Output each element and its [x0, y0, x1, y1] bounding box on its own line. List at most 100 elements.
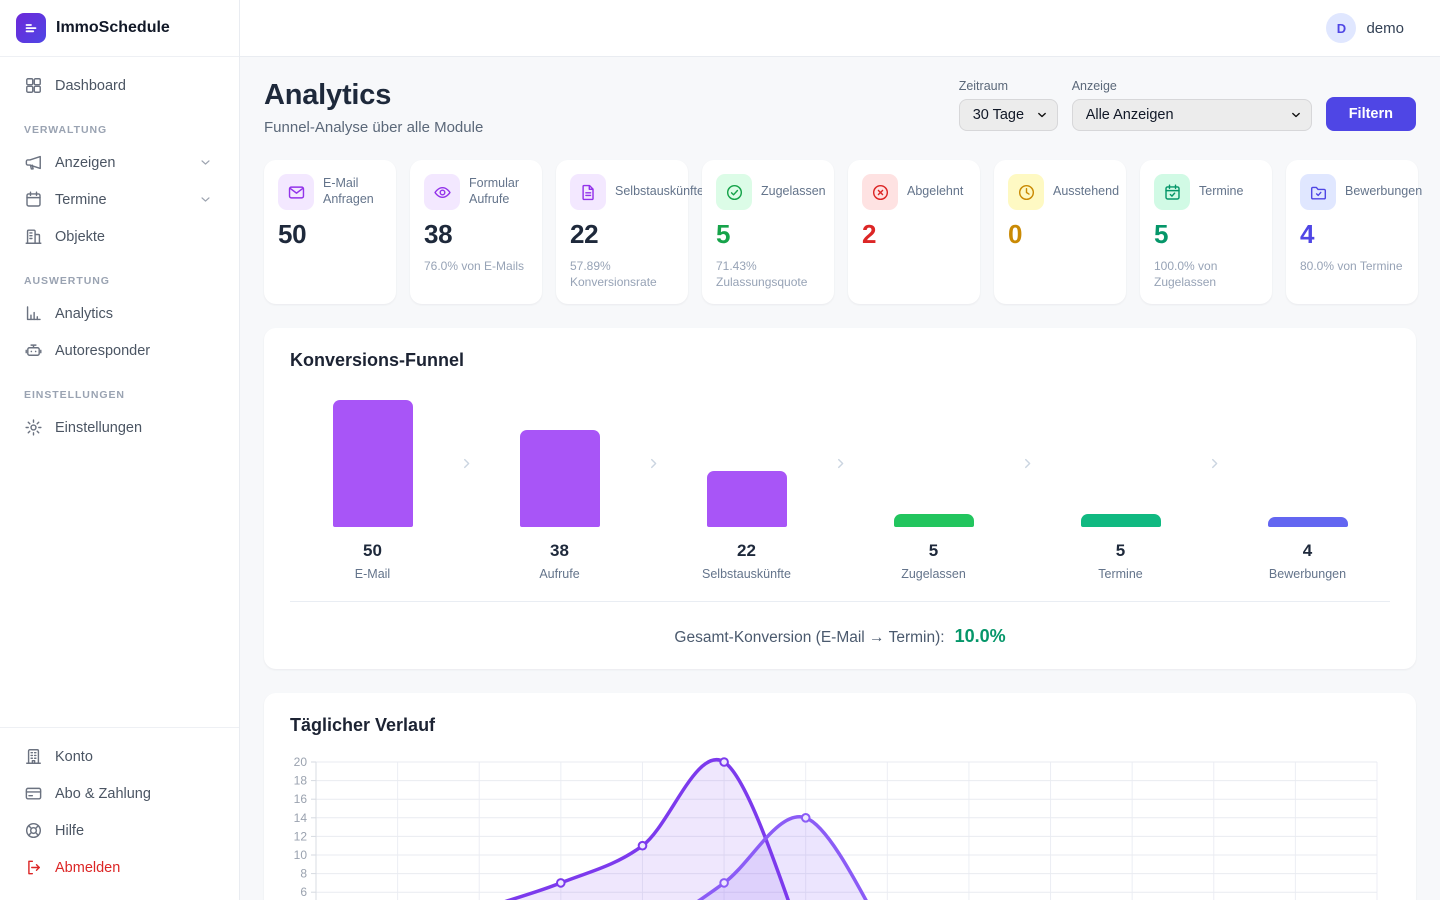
- logout-icon: [28, 860, 40, 875]
- svg-text:20: 20: [294, 755, 308, 769]
- user-menu[interactable]: D demo: [1326, 13, 1404, 43]
- sidebar-item-label: Einstellungen: [55, 419, 143, 436]
- sidebar-item-abmelden[interactable]: Abmelden: [14, 849, 225, 886]
- chevron-down-icon: [201, 160, 210, 165]
- stat-card-e-mail-anfragen: E-Mail Anfragen 50: [264, 160, 396, 305]
- stat-subtitle: 80.0% von Termine: [1300, 259, 1403, 273]
- dashboard-icon: [26, 78, 41, 93]
- anzeige-label: Anzeige: [1071, 79, 1117, 93]
- page-title: Analytics: [264, 79, 392, 111]
- funnel-total-label: Gesamt-Konversion (E-Mail → Termin):: [674, 629, 945, 647]
- page-heading-block: Analytics Funnel-Analyse über alle Modul…: [264, 79, 483, 136]
- gear-icon: [25, 419, 42, 436]
- sidebar: ImmoSchedule Dashboard VERWALTUNG Anzeigen…: [0, 0, 240, 900]
- page-header: Analytics Funnel-Analyse über alle Modul…: [264, 79, 1416, 136]
- folder-check-icon: [1310, 186, 1326, 200]
- chevron-right-icon: [1211, 458, 1217, 468]
- eye-icon: [433, 186, 451, 198]
- stat-card-zugelassen: Zugelassen 5 71.43% Zulassungsquote: [702, 160, 834, 305]
- bar-chart-icon: [26, 306, 41, 321]
- mail-icon: [288, 185, 304, 199]
- funnel-stage-e-mail: 50 E-Mail: [290, 399, 455, 581]
- sidebar-item-label: Abo & Zahlung: [55, 785, 151, 802]
- chevron-down-icon: [201, 197, 210, 202]
- stat-icon-box: [1154, 174, 1190, 210]
- stat-icon-box: [1300, 174, 1336, 210]
- sidebar-item-label: Hilfe: [55, 822, 85, 839]
- chevron-down-icon: [196, 155, 215, 170]
- daily-chart: 02468101214161820: [294, 755, 1378, 900]
- funnel-stage-label: E-Mail: [354, 567, 391, 582]
- sidebar-item-einstellungen[interactable]: Einstellungen: [14, 409, 225, 446]
- funnel-bar: [332, 400, 413, 528]
- stat-value: 50: [278, 219, 307, 249]
- zeitraum-select[interactable]: 30 Tage: [958, 99, 1058, 131]
- daily-chart-card: Täglicher Verlauf 02468101214161820: [264, 693, 1416, 900]
- robot-icon: [25, 344, 42, 356]
- chevron-right-icon: [1024, 458, 1030, 468]
- stat-subtitle: 57.89% Konversionsrate: [570, 259, 657, 290]
- filters: Zeitraum 30 Tage Anzeige: [958, 79, 1416, 131]
- stat-value: 38: [424, 219, 453, 249]
- sidebar-item-hilfe[interactable]: Hilfe: [14, 812, 225, 849]
- stat-subtitle: 71.43% Zulassungsquote: [716, 259, 808, 290]
- sidebar-item-abo-zahlung[interactable]: Abo & Zahlung: [14, 775, 225, 812]
- stat-icon-box: [424, 174, 460, 210]
- sidebar-footer: Konto Abo & Zahlung Hilfe Abmelden: [0, 727, 239, 900]
- funnel-stage-selbstauskunfte: 22 Selbstauskünfte: [664, 399, 829, 581]
- stat-label: E-Mail Anfragen: [323, 176, 374, 206]
- funnel-stage-zugelassen: 5 Zugelassen: [851, 399, 1016, 581]
- svg-text:6: 6: [300, 886, 307, 900]
- stat-label: Ausstehend: [1053, 184, 1120, 199]
- stat-card-head: Termine: [1154, 174, 1258, 210]
- anzeige-filter-group: Anzeige Alle Anzeigen: [1071, 79, 1312, 131]
- funnel-barbox: [1038, 399, 1203, 528]
- avatar: D: [1326, 13, 1357, 43]
- funnel-barbox: [477, 399, 642, 528]
- anzeige-select[interactable]: Alle Anzeigen: [1071, 99, 1312, 131]
- sidebar-item-dashboard[interactable]: Dashboard: [14, 67, 225, 104]
- chevron-right-icon: [463, 458, 469, 468]
- sidebar-item-label: Autoresponder: [55, 342, 151, 359]
- funnel-bar: [1080, 514, 1161, 528]
- funnel-stage-bewerbungen: 4 Bewerbungen: [1225, 399, 1390, 581]
- sidebar-item-label: Abmelden: [55, 859, 121, 876]
- sidebar-item-analytics[interactable]: Analytics: [14, 295, 225, 332]
- stat-label: Selbstauskünfte: [615, 184, 704, 199]
- app-logo-icon: [16, 13, 46, 43]
- stat-value: 4: [1300, 219, 1315, 249]
- stat-value: 22: [570, 219, 599, 249]
- sidebar-item-objekte[interactable]: Objekte: [14, 218, 225, 255]
- sidebar-item-konto[interactable]: Konto: [14, 738, 225, 775]
- zeitraum-label: Zeitraum: [958, 79, 1009, 93]
- calendar-icon: [26, 191, 41, 207]
- daily-chart-title: Täglicher Verlauf: [290, 715, 436, 736]
- funnel-stage-label: Aufrufe: [539, 567, 580, 582]
- clock-icon: [1018, 184, 1034, 200]
- brand[interactable]: ImmoSchedule: [0, 0, 239, 57]
- sidebar-nav: Dashboard VERWALTUNG Anzeigen Termine Objekt…: [0, 57, 239, 727]
- sidebar-item-anzeigen[interactable]: Anzeigen: [14, 144, 225, 181]
- funnel-total-value: 10.0%: [954, 626, 1006, 647]
- funnel-total: Gesamt-Konversion (E-Mail → Termin): 10.…: [290, 601, 1390, 647]
- stat-label: Zugelassen: [761, 184, 826, 199]
- chevron-right-icon: [650, 458, 656, 468]
- stat-card-termine: Termine 5 100.0% von Zugelassen: [1140, 160, 1272, 305]
- svg-text:14: 14: [294, 811, 308, 825]
- sidebar-item-autoresponder[interactable]: Autoresponder: [14, 332, 225, 369]
- x-circle-icon: [872, 184, 888, 200]
- sidebar-item-label: Termine: [55, 191, 107, 208]
- funnel-barbox: [290, 399, 455, 528]
- funnel-bar: [519, 430, 600, 528]
- funnel-stage-termine: 5 Termine: [1038, 399, 1203, 581]
- funnel-title: Konversions-Funnel: [290, 350, 465, 371]
- stat-value: 0: [1008, 219, 1023, 249]
- sidebar-item-label: Objekte: [55, 228, 105, 245]
- stat-value: 2: [862, 219, 877, 249]
- topbar: D demo: [240, 0, 1440, 57]
- sidebar-item-termine[interactable]: Termine: [14, 181, 225, 218]
- stat-card-head: Selbstauskünfte: [570, 174, 704, 210]
- filter-button[interactable]: Filtern: [1325, 97, 1416, 131]
- stat-label: Bewerbungen: [1345, 184, 1423, 199]
